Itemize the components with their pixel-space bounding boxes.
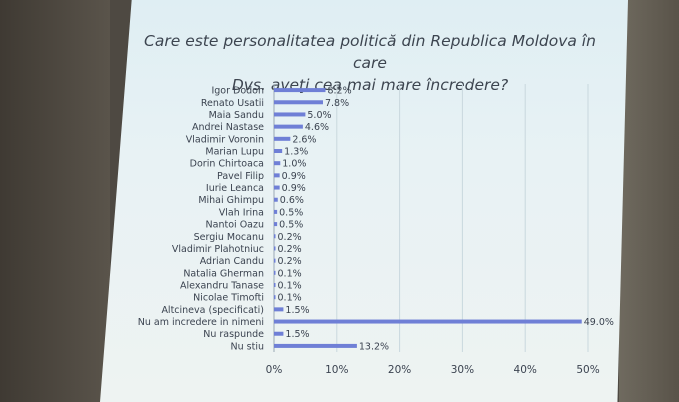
value-label: 5.0% xyxy=(307,110,331,121)
value-label: 2.6% xyxy=(292,134,316,145)
value-label: 0.1% xyxy=(278,293,302,304)
category-label: Vladimir Voronin xyxy=(186,134,264,145)
grid-lines xyxy=(273,84,589,352)
category-label: Nu stiu xyxy=(231,341,264,352)
bar xyxy=(274,149,283,153)
value-label: 0.2% xyxy=(278,232,302,243)
value-label: 1.3% xyxy=(284,147,308,158)
value-label: 0.5% xyxy=(279,220,303,231)
value-label: 1.0% xyxy=(282,159,306,170)
value-labels: 8.2%7.8%5.0%4.6%2.6%1.3%1.0%0.9%0.9%0.6%… xyxy=(278,86,614,353)
bar xyxy=(274,124,303,129)
value-label: 0.2% xyxy=(278,244,302,255)
bar xyxy=(274,295,276,300)
category-label: Pavel Filip xyxy=(217,171,264,182)
category-label: Nu raspunde xyxy=(203,329,264,340)
bar xyxy=(274,222,278,227)
category-label: Mihai Ghimpu xyxy=(198,195,264,206)
x-tick-label: 10% xyxy=(325,364,348,376)
category-label: Dorin Chirtoaca xyxy=(190,159,264,170)
category-label: Igor Dodon xyxy=(211,86,264,97)
category-label: Adrian Candu xyxy=(200,256,264,267)
bar xyxy=(274,209,278,214)
value-label: 0.9% xyxy=(282,171,306,182)
value-label: 1.5% xyxy=(285,305,309,316)
right-wall xyxy=(619,0,679,402)
bar xyxy=(274,234,276,239)
bar xyxy=(274,331,284,336)
x-tick-label: 40% xyxy=(514,364,537,376)
x-tick-label: 30% xyxy=(451,364,474,376)
bar xyxy=(274,136,291,141)
x-tick-label: 50% xyxy=(576,364,599,376)
category-label: Vladimir Plahotniuc xyxy=(172,244,264,255)
x-tick-label: 20% xyxy=(388,364,411,376)
bar xyxy=(274,100,323,105)
category-label: Renato Usatii xyxy=(201,98,264,109)
bar xyxy=(274,283,276,287)
bar xyxy=(274,197,278,202)
value-label: 0.1% xyxy=(278,281,302,292)
bar xyxy=(274,185,280,190)
left-wall xyxy=(0,0,110,402)
value-label: 7.8% xyxy=(325,98,349,109)
bar xyxy=(274,246,276,251)
category-label: Sergiu Mocanu xyxy=(194,232,264,243)
category-label: Nantoi Oazu xyxy=(206,220,264,231)
category-label: Altcineva (specificati) xyxy=(161,305,264,316)
category-label: Alexandru Tanase xyxy=(180,281,264,292)
chart-title-line-1: Care este personalitatea politică din Re… xyxy=(144,32,596,72)
x-axis-ticks: 0% 10% 20% 30% 40% 50% xyxy=(266,364,600,376)
bar xyxy=(274,161,281,166)
category-label: Nu am incredere in nimeni xyxy=(138,317,264,328)
bar xyxy=(274,112,306,117)
category-label: Natalia Gherman xyxy=(183,268,264,279)
category-label: Marian Lupu xyxy=(205,147,264,158)
category-label: Andrei Nastase xyxy=(192,122,264,133)
bars-group xyxy=(274,88,582,348)
projected-slide xyxy=(100,0,628,402)
category-label: Maia Sandu xyxy=(209,110,264,121)
category-label: Vlah Irina xyxy=(219,207,264,218)
value-label: 0.9% xyxy=(282,183,306,194)
value-label: 4.6% xyxy=(305,122,329,133)
bar xyxy=(274,319,582,324)
x-tick-label: 0% xyxy=(266,364,283,376)
value-label: 0.6% xyxy=(280,195,304,206)
value-label: 0.5% xyxy=(279,207,303,218)
value-label: 1.5% xyxy=(285,329,309,340)
bar xyxy=(274,270,276,275)
category-label: Nicolae Timofti xyxy=(193,293,264,304)
category-label: Iurie Leanca xyxy=(206,183,264,194)
bar xyxy=(274,258,276,263)
bar xyxy=(274,173,280,178)
value-label: 49.0% xyxy=(584,317,614,328)
value-label: 13.2% xyxy=(359,341,389,352)
bar xyxy=(274,343,357,348)
bar xyxy=(274,88,326,93)
bar xyxy=(274,307,284,312)
value-label: 0.2% xyxy=(278,256,302,267)
value-label: 0.1% xyxy=(278,268,302,279)
value-label: 8.2% xyxy=(327,86,351,97)
